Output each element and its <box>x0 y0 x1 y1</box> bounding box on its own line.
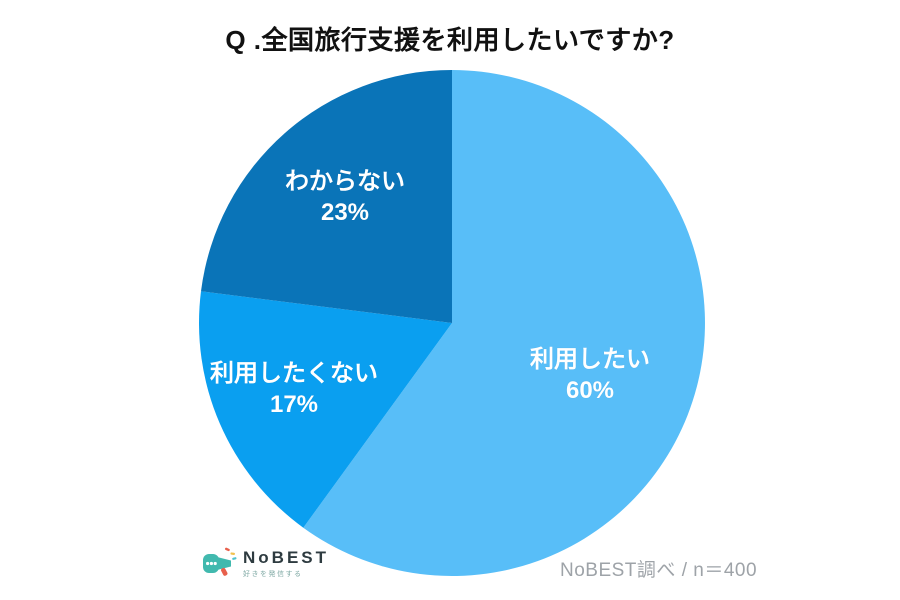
megaphone-icon <box>203 547 237 576</box>
slice-percent: 17% <box>269 391 319 418</box>
chart-title: Q .全国旅行支援を利用したいですか? <box>225 25 675 55</box>
slice-name: 利用したくない <box>210 359 378 387</box>
survey-source: NoBEST調べ / n＝400 <box>560 560 758 581</box>
slice-name: わからない <box>285 167 405 195</box>
logo-text-block: NoBEST 好きを発信する <box>243 549 329 579</box>
logo-name: NoBEST <box>243 547 329 567</box>
pie-slice-1 <box>199 291 452 528</box>
slice-label-riyoushitai: 利用したい 60% <box>530 344 650 406</box>
slice-label-wakaranai: わからない 23% <box>285 166 405 228</box>
pie-slice-2 <box>201 70 452 323</box>
slice-label-riyoushitakunai: 利用したくない 17% <box>210 358 378 420</box>
slice-percent: 60% <box>565 377 615 404</box>
slice-percent: 23% <box>320 199 370 226</box>
pie-slice-0 <box>303 70 705 576</box>
slice-name: 利用したい <box>530 345 650 373</box>
logo-tagline: 好きを発信する <box>243 570 303 578</box>
nobest-logo: NoBEST 好きを発信する <box>202 547 329 580</box>
